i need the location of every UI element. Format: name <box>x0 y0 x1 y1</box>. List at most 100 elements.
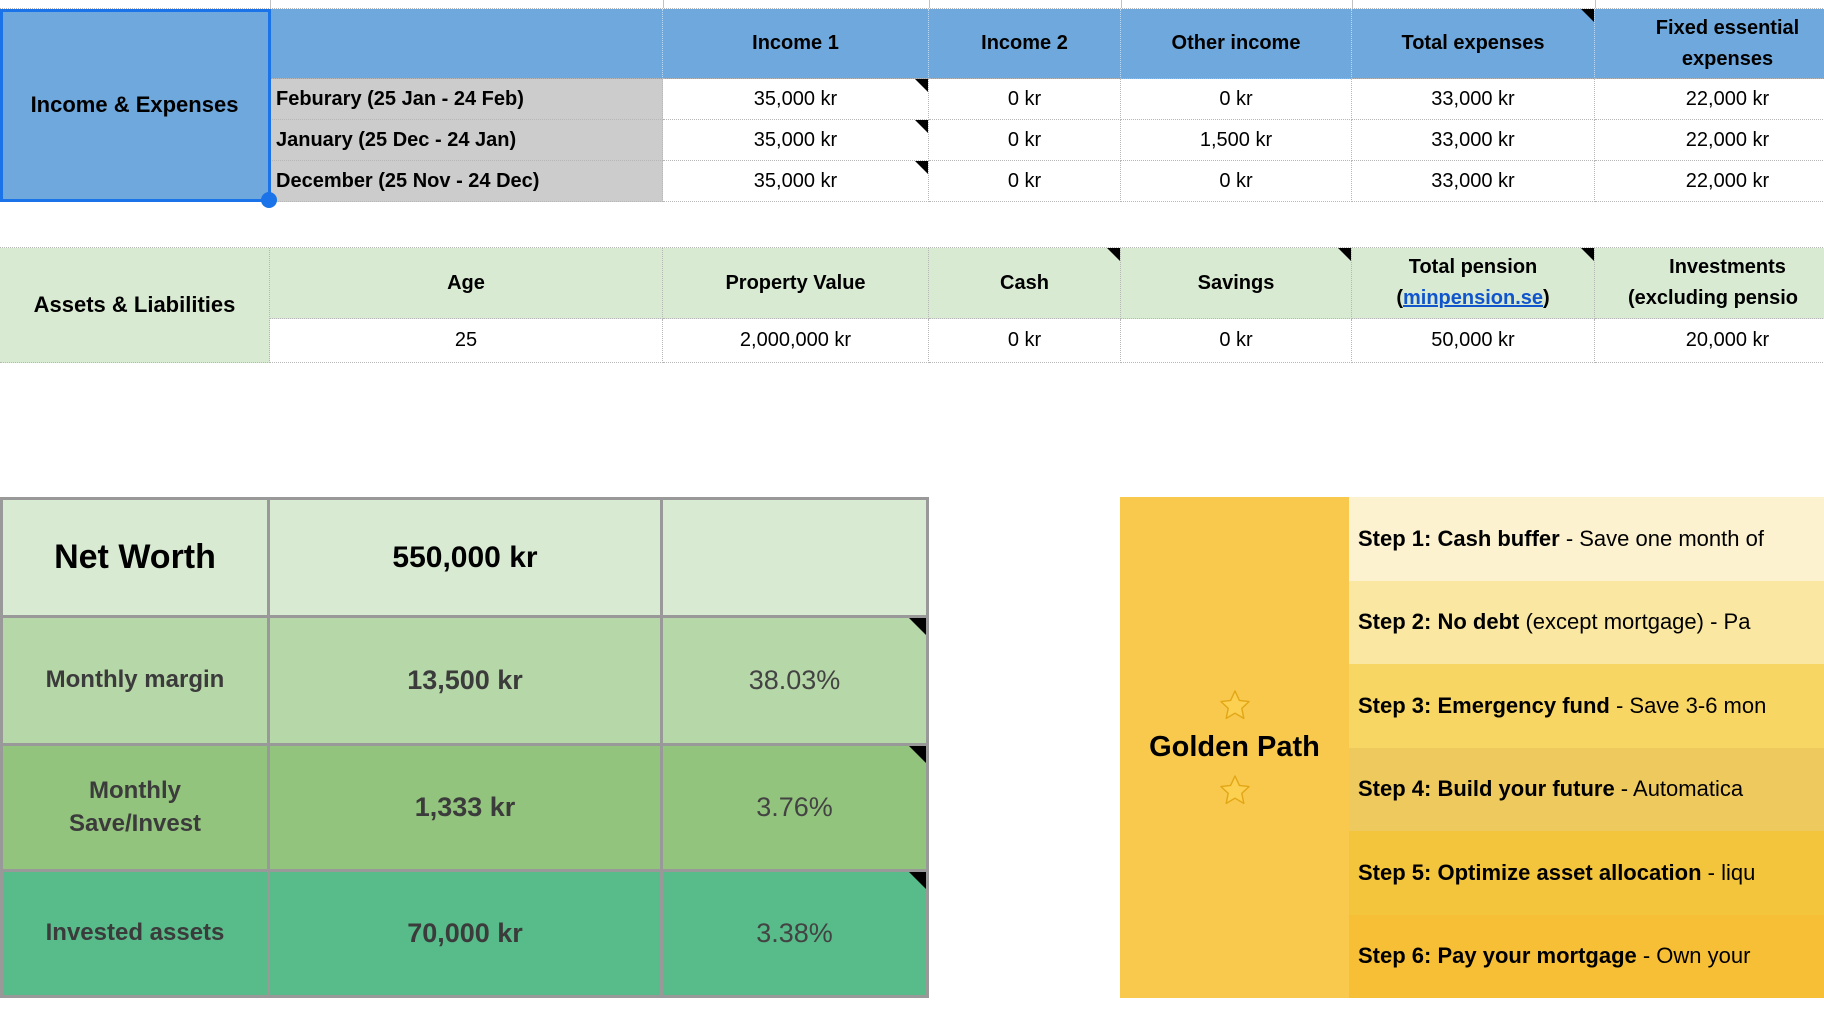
net-worth-value-cell[interactable]: 550,000 kr <box>270 500 660 615</box>
minpension-link[interactable]: minpension.se <box>1402 287 1544 309</box>
cell-value: 2,000,000 kr <box>739 329 852 351</box>
step-title: Step 3: Emergency fund <box>1358 692 1610 718</box>
monthly-margin-label: Monthly margin <box>45 666 225 694</box>
cell-value: 22,000 kr <box>1685 169 1770 192</box>
monthly-save-invest-percent-cell[interactable]: 3.76% <box>663 746 926 869</box>
golden-path-cell[interactable]: Golden Path <box>1120 497 1349 998</box>
cell-value: 50,000 kr <box>1431 329 1515 351</box>
step-description: - Automatica <box>1614 776 1744 802</box>
cell-feb-income2[interactable]: 0 kr <box>929 79 1121 120</box>
cell-jan-income1[interactable]: 35,000 kr <box>663 120 929 161</box>
golden-path-steps: Step 1: Cash buffer - Save one month of … <box>1349 497 1824 998</box>
note-corner-icon <box>1338 248 1351 261</box>
investments-label-line2: (excluding pensio <box>1628 287 1799 309</box>
step-3-emergency-fund[interactable]: Step 3: Emergency fund - Save 3-6 mon <box>1349 664 1824 748</box>
step-2-no-debt[interactable]: Step 2: No debt (except mortgage) - Pa <box>1349 580 1824 664</box>
cell-feb-total-expenses[interactable]: 33,000 kr <box>1352 79 1595 120</box>
cell-savings-value[interactable]: 0 kr <box>1121 319 1352 363</box>
step-5-optimize-asset-allocation[interactable]: Step 5: Optimize asset allocation - liqu <box>1349 831 1824 915</box>
note-corner-icon <box>909 746 926 763</box>
monthly-save-invest-label-cell[interactable]: Monthly Save/Invest <box>3 746 267 869</box>
header-total-expenses-label: Total expenses <box>1401 32 1545 54</box>
header-property-label: Property Value <box>725 271 866 294</box>
cell-value: 1,500 kr <box>1199 128 1273 151</box>
cell-jan-total-expenses[interactable]: 33,000 kr <box>1352 120 1595 161</box>
cell-investments-value[interactable]: 20,000 kr <box>1595 319 1824 363</box>
pension-label-line1: Total pension <box>1408 256 1538 278</box>
cell-value: 0 kr <box>1219 87 1253 110</box>
cell-value: 35,000 kr <box>753 128 838 151</box>
cell-feb-income1[interactable]: 35,000 kr <box>663 79 929 120</box>
cell-feb-fixed-expenses[interactable]: 22,000 kr <box>1595 79 1824 120</box>
income-expenses-label-cell[interactable]: Income & Expenses <box>0 9 270 202</box>
invested-assets-value-cell[interactable]: 70,000 kr <box>270 872 660 995</box>
monthly-save-invest-value: 1,333 kr <box>414 792 516 822</box>
cell-feb-other-income[interactable]: 0 kr <box>1121 79 1352 120</box>
cell-dec-total-expenses[interactable]: 33,000 kr <box>1352 161 1595 202</box>
step-description: (except mortgage) - Pa <box>1519 609 1751 635</box>
header-total-pension-label: Total pension (minpension.se) <box>1396 252 1549 314</box>
header-age-label: Age <box>447 271 485 294</box>
header-savings[interactable]: Savings <box>1121 248 1352 319</box>
month-cell-december[interactable]: December (25 Nov - 24 Dec) <box>270 161 663 202</box>
note-corner-icon <box>915 120 928 133</box>
invested-assets-percent: 3.38% <box>756 918 833 948</box>
step-4-build-your-future[interactable]: Step 4: Build your future - Automatica <box>1349 747 1824 831</box>
header-cash[interactable]: Cash <box>929 248 1121 319</box>
step-description: - Save 3-6 mon <box>1609 692 1767 718</box>
cell-value: 20,000 kr <box>1685 329 1770 351</box>
invested-assets-label-cell[interactable]: Invested assets <box>3 872 267 995</box>
header-cash-label: Cash <box>1000 271 1049 294</box>
cell-age-value[interactable]: 25 <box>270 319 663 363</box>
cell-dec-income2[interactable]: 0 kr <box>929 161 1121 202</box>
header-total-pension[interactable]: Total pension (minpension.se) <box>1352 248 1595 319</box>
cell-dec-income1[interactable]: 35,000 kr <box>663 161 929 202</box>
monthly-margin-percent-cell[interactable]: 38.03% <box>663 618 926 743</box>
column-divider <box>1352 0 1353 8</box>
invested-assets-value: 70,000 kr <box>407 918 523 948</box>
cell-jan-income2[interactable]: 0 kr <box>929 120 1121 161</box>
cell-dec-other-income[interactable]: 0 kr <box>1121 161 1352 202</box>
step-1-cash-buffer[interactable]: Step 1: Cash buffer - Save one month of <box>1349 497 1824 581</box>
step-title: Step 6: Pay your mortgage <box>1358 943 1637 969</box>
assets-liabilities-label-cell[interactable]: Assets & Liabilities <box>0 248 270 363</box>
cell-jan-other-income[interactable]: 1,500 kr <box>1121 120 1352 161</box>
note-corner-icon <box>915 79 928 92</box>
monthly-margin-label-cell[interactable]: Monthly margin <box>3 618 267 743</box>
cell-value: 22,000 kr <box>1685 128 1770 151</box>
net-worth-label-cell[interactable]: Net Worth <box>3 500 267 615</box>
selection-drag-handle[interactable] <box>261 192 277 208</box>
cell-dec-fixed-expenses[interactable]: 22,000 kr <box>1595 161 1824 202</box>
cell-pension-value[interactable]: 50,000 kr <box>1352 319 1595 363</box>
cell-value: 33,000 kr <box>1431 128 1515 151</box>
cell-jan-fixed-expenses[interactable]: 22,000 kr <box>1595 120 1824 161</box>
star-icon <box>1219 690 1250 720</box>
cell-value: 0 kr <box>1219 329 1253 351</box>
header-fixed-essential-label: Fixed essential expenses <box>1655 16 1800 70</box>
net-worth-percent-cell[interactable] <box>663 500 926 615</box>
header-other-income[interactable]: Other income <box>1121 9 1352 79</box>
header-income2[interactable]: Income 2 <box>929 9 1121 79</box>
cell-value: 33,000 kr <box>1431 87 1515 110</box>
pension-paren-open: ( <box>1396 287 1403 309</box>
month-cell-february[interactable]: Feburary (25 Jan - 24 Feb) <box>270 79 663 120</box>
monthly-save-invest-value-cell[interactable]: 1,333 kr <box>270 746 660 869</box>
month-column-header-cell[interactable] <box>270 9 663 79</box>
step-title: Step 5: Optimize asset allocation <box>1358 859 1702 885</box>
monthly-margin-value-cell[interactable]: 13,500 kr <box>270 618 660 743</box>
cell-cash-value[interactable]: 0 kr <box>929 319 1121 363</box>
header-property-value[interactable]: Property Value <box>663 248 929 319</box>
invested-assets-percent-cell[interactable]: 3.38% <box>663 872 926 995</box>
step-title: Step 2: No debt <box>1358 609 1520 635</box>
cell-property-value[interactable]: 2,000,000 kr <box>663 319 929 363</box>
month-cell-january[interactable]: January (25 Dec - 24 Jan) <box>270 120 663 161</box>
golden-path-title: Golden Path <box>1149 731 1320 763</box>
header-income1[interactable]: Income 1 <box>663 9 929 79</box>
header-total-expenses[interactable]: Total expenses <box>1352 9 1595 79</box>
header-investments[interactable]: Investments (excluding pensio <box>1595 248 1824 319</box>
header-age[interactable]: Age <box>270 248 663 319</box>
header-fixed-essential-expenses[interactable]: Fixed essential expenses <box>1595 9 1824 79</box>
step-title: Step 1: Cash buffer <box>1358 525 1560 551</box>
step-6-pay-your-mortgage[interactable]: Step 6: Pay your mortgage - Own your <box>1349 914 1824 998</box>
